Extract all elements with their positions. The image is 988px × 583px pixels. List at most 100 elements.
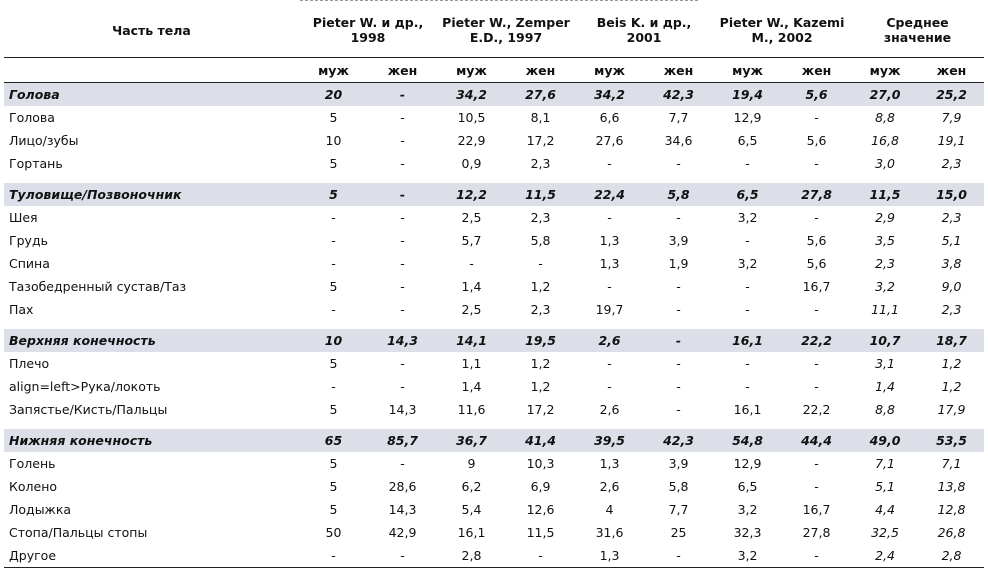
table-row: Гортань 5 - 0,9 2,3 - - - - 3,0 2,3	[4, 152, 984, 175]
body-part-name: Другое	[4, 544, 299, 568]
value-cell: 17,2	[526, 402, 555, 417]
body-part-name: Гортань	[9, 156, 63, 171]
value-cell: 34,2	[437, 82, 506, 106]
value-cell: 5	[329, 110, 338, 125]
average-value-cell: 3,1	[875, 356, 895, 371]
table-row: Пах - - 2,5 2,3 19,7 - - - 11,1 2,3	[4, 298, 984, 321]
value-cell: 5,7	[461, 233, 482, 248]
value-cell: 39,5	[575, 429, 645, 452]
body-part-name: Спина	[9, 256, 50, 271]
value-cell: -	[782, 544, 852, 568]
section-spacer	[4, 175, 984, 183]
value-cell: 7,7	[668, 110, 689, 125]
body-part-name: Грудь	[9, 233, 48, 248]
value-cell: -	[400, 279, 405, 294]
female-header: жен	[919, 57, 985, 83]
average-header: Среднее значение	[883, 15, 952, 45]
value-cell: 22,9	[457, 133, 486, 148]
header-row-sex: муж жен муж жен муж жен муж жен муж жен	[4, 57, 985, 83]
value-cell: 2,3	[530, 210, 551, 225]
section-name: Нижняя конечность	[4, 429, 299, 452]
value-cell: -	[299, 544, 368, 568]
value-cell: -	[814, 456, 819, 471]
table-row: align=left>Рука/локоть - - 1,4 1,2 - - - - 1,4 1,2	[4, 375, 984, 398]
value-cell: 31,6	[595, 525, 624, 540]
value-cell: -	[644, 544, 714, 568]
value-cell: 2,6	[599, 479, 620, 494]
table-row: Тазобедренный сустав/Таз 5 - 1,4 1,2 - - - 16,7 3…	[4, 275, 984, 298]
value-cell: 11,6	[457, 402, 486, 417]
injury-distribution-table: Часть тела Pieter W. и др., 1998 Pieter …	[4, 3, 985, 568]
male-header: муж	[851, 57, 920, 83]
value-cell: 2,8	[437, 544, 506, 568]
average-value-cell: 49,0	[851, 429, 920, 452]
table-row: Спина - - - - 1,3 1,9 3,2 5,6 2,3 3,8	[4, 252, 984, 275]
average-value-cell: 2,9	[875, 210, 895, 225]
male-header: муж	[713, 57, 783, 83]
value-cell: -	[814, 356, 819, 371]
male-header: муж	[575, 57, 645, 83]
value-cell: -	[676, 210, 681, 225]
value-cell: 42,9	[388, 525, 417, 540]
table-row: Колено 5 28,6 6,2 6,9 2,6 5,8 6,5 - 5,1 13,8	[4, 475, 984, 498]
value-cell: 3,2	[737, 210, 758, 225]
average-value-cell: 11,5	[851, 183, 920, 206]
value-cell: 5,6	[806, 233, 827, 248]
value-cell: 1,3	[599, 233, 620, 248]
value-cell: 16,7	[802, 279, 831, 294]
female-header: жен	[644, 57, 714, 83]
body-part-name: Колено	[9, 479, 58, 494]
value-cell: 1,3	[575, 544, 645, 568]
value-cell: 2,6	[599, 402, 620, 417]
value-cell: 5,4	[461, 502, 482, 517]
average-value-cell: 26,8	[937, 525, 966, 540]
value-cell: -	[400, 156, 405, 171]
value-cell: -	[331, 256, 336, 271]
table-row: Плечо 5 - 1,1 1,2 - - - - 3,1 1,2	[4, 352, 984, 375]
value-cell: -	[331, 302, 336, 317]
average-value-cell: 2,3	[941, 210, 962, 225]
value-cell: 10,3	[526, 456, 555, 471]
value-cell: 5,8	[644, 183, 714, 206]
value-cell: -	[745, 302, 750, 317]
value-cell: 8,1	[530, 110, 551, 125]
value-cell: -	[676, 379, 681, 394]
table-row: Лодыжка 5 14,3 5,4 12,6 4 7,7 3,2 16,7 4,4 12,8	[4, 498, 984, 521]
body-part-name: Лодыжка	[9, 502, 72, 517]
value-cell: 17,2	[526, 133, 555, 148]
value-cell: 34,2	[575, 82, 645, 106]
value-cell: -	[814, 302, 819, 317]
value-cell: 20	[299, 82, 368, 106]
value-cell: -	[368, 183, 437, 206]
body-part-name: Лицо/зубы	[9, 133, 79, 148]
value-cell: 3,2	[737, 256, 758, 271]
value-cell: 7,7	[668, 502, 689, 517]
value-cell: 12,2	[437, 183, 506, 206]
value-cell: -	[400, 210, 405, 225]
value-cell: 5	[329, 502, 338, 517]
table-row: Грудь - - 5,7 5,8 1,3 3,9 - 5,6 3,5 5,1	[4, 229, 984, 252]
value-cell: 2,6	[575, 329, 645, 352]
section-row: Голова 20-34,2 27,6 34,2 42,3 19,4 5,6 27,0 25,2	[4, 82, 985, 106]
top-dashed-rule	[0, 0, 988, 2]
value-cell: 1,3	[599, 256, 620, 271]
value-cell: 12,6	[526, 502, 555, 517]
header-row-studies: Часть тела Pieter W. и др., 1998 Pieter …	[4, 3, 984, 58]
average-value-cell: 32,5	[871, 525, 899, 540]
value-cell: 4	[605, 502, 614, 517]
table-row: Лицо/зубы 10 - 22,9 17,2 27,6 34,6 6,5 5,6 16,8 19…	[4, 129, 984, 152]
value-cell: 2,3	[530, 302, 551, 317]
value-cell: 54,8	[713, 429, 783, 452]
value-cell: 85,7	[368, 429, 437, 452]
value-cell: -	[538, 256, 543, 271]
average-value-cell: 7,1	[941, 456, 962, 471]
average-value-cell: 18,7	[919, 329, 985, 352]
value-cell: -	[331, 233, 336, 248]
value-cell: 6,2	[461, 479, 482, 494]
value-cell: -	[400, 110, 405, 125]
value-cell: -	[469, 256, 474, 271]
table-row: Голова 5 - 10,5 8,1 6,6 7,7 12,9 - 8,8 7,9	[4, 106, 984, 129]
average-value-cell: 4,4	[875, 502, 895, 517]
average-value-cell: 12,8	[937, 502, 966, 517]
value-cell: 41,4	[506, 429, 576, 452]
